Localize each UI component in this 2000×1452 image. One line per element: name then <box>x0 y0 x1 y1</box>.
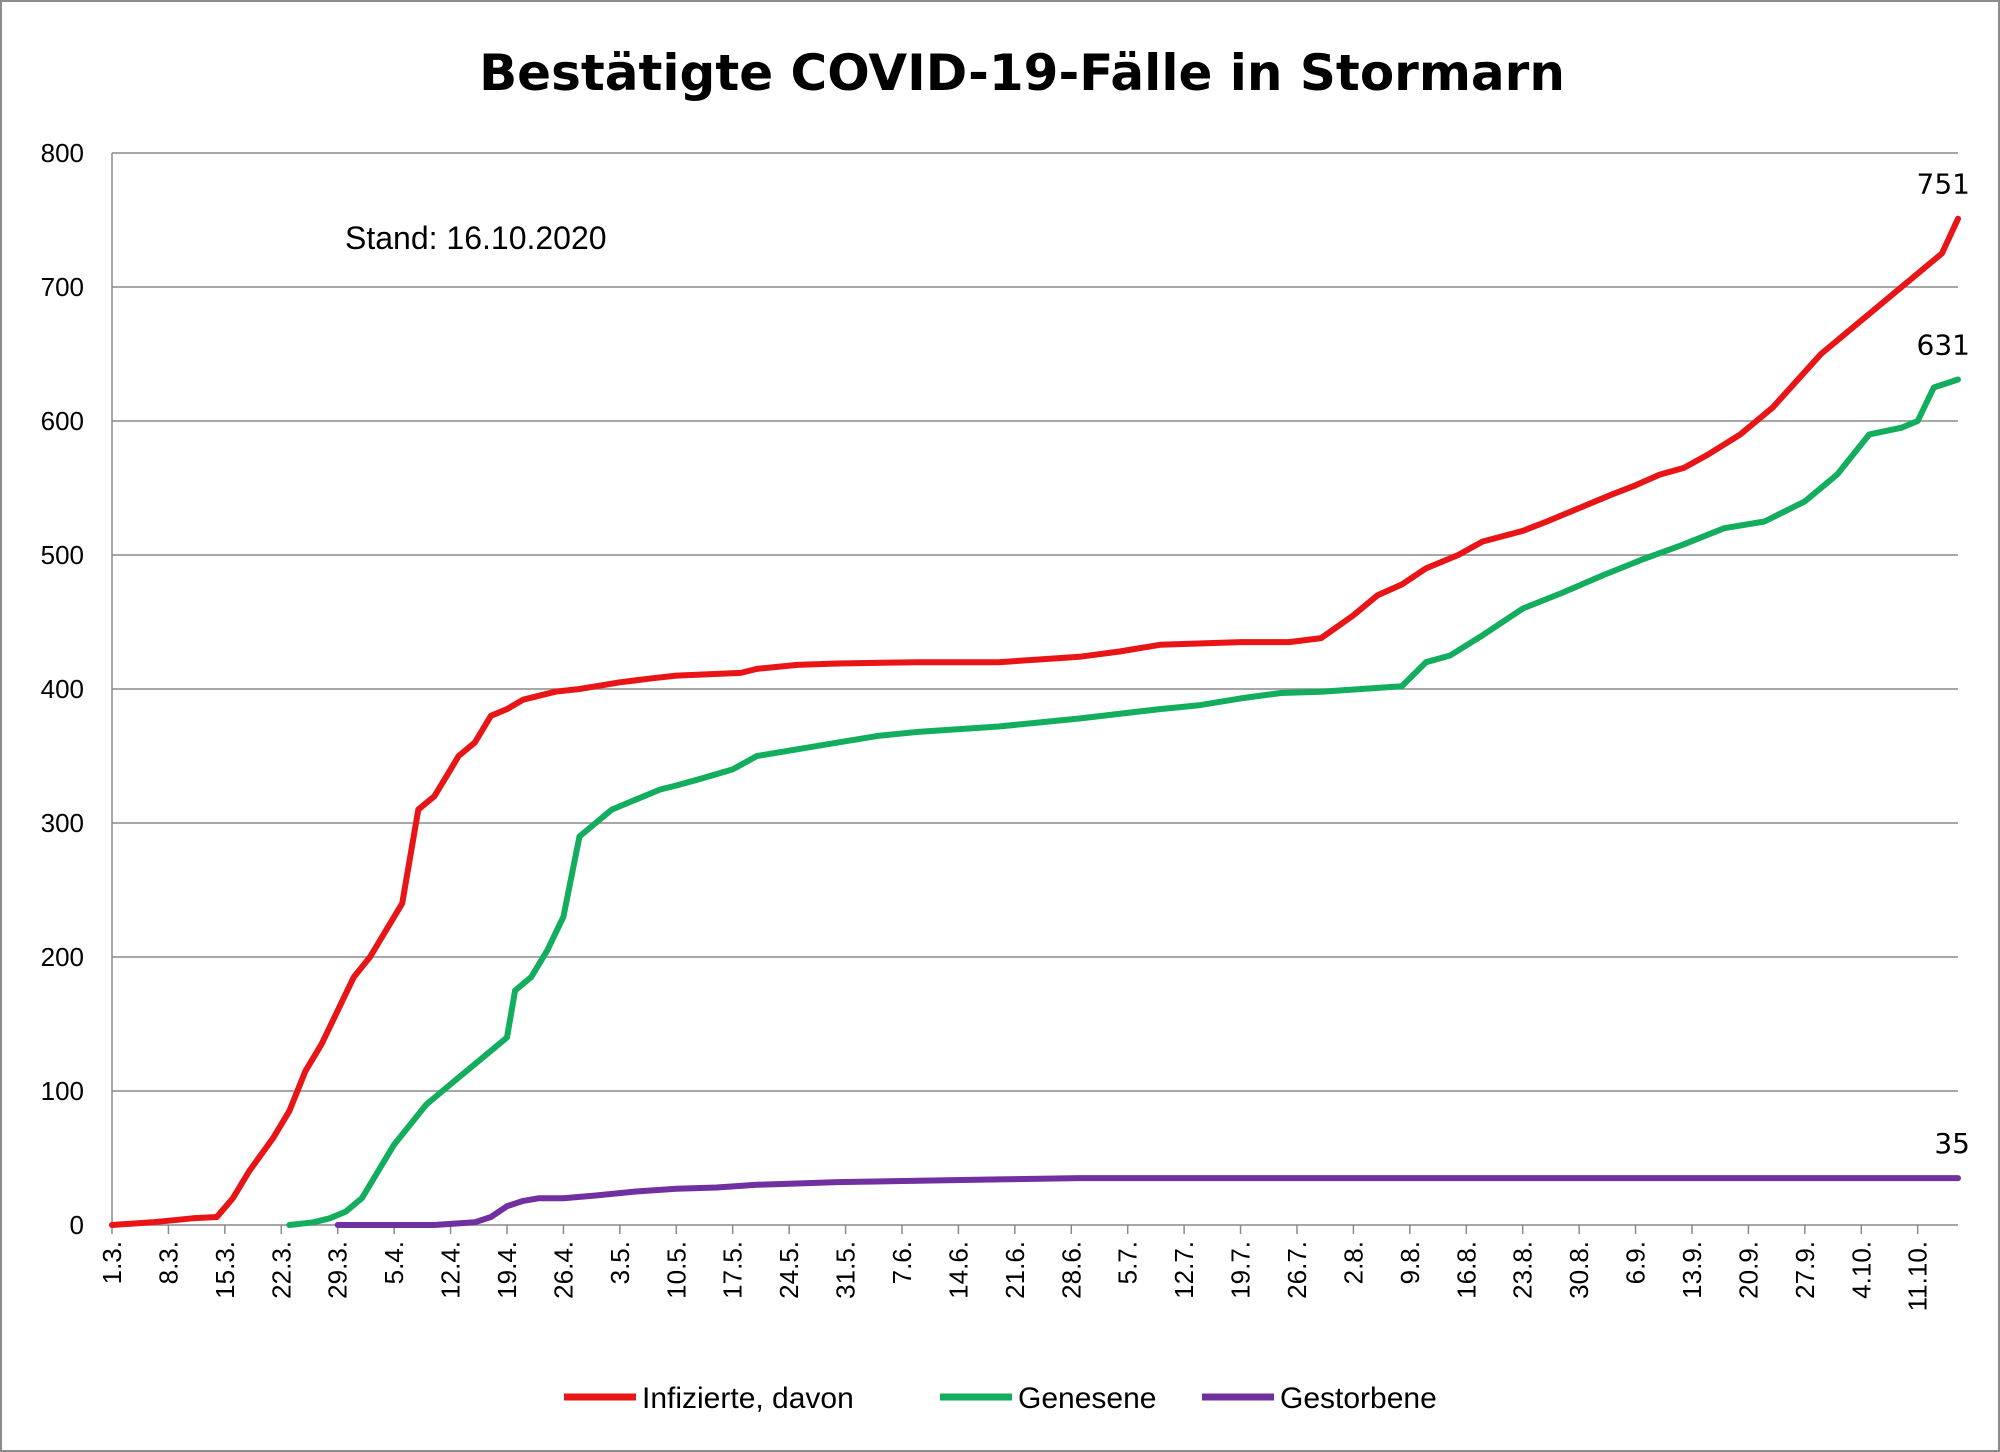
x-tick-label-24-5: 24.5. <box>774 1241 804 1299</box>
series-line-gestorbene <box>334 1175 1961 1228</box>
chart-title: Bestätigte COVID-19-Fälle in Stormarn <box>479 44 1565 102</box>
legend: Infizierte, davon Genesene Gestorbene <box>564 1382 1437 1415</box>
x-tick-label-4-10: 4.10. <box>1846 1241 1876 1299</box>
y-tick-label-600: 600 <box>41 406 84 436</box>
y-tick-label-500: 500 <box>41 540 84 570</box>
x-tick-label-15-3: 15.3. <box>210 1241 240 1299</box>
stand-date-annotation: Stand: 16.10.2020 <box>345 220 607 256</box>
axes <box>111 153 1958 1234</box>
y-tick-label-800: 800 <box>41 138 84 168</box>
gridlines <box>112 152 1958 1092</box>
legend-label-genesene: Genesene <box>1018 1382 1156 1415</box>
x-tick-label-10-5: 10.5. <box>661 1241 691 1299</box>
end-label-gestorbene: 35 <box>1934 1127 1970 1160</box>
x-tick-label-12-4: 12.4. <box>436 1241 466 1299</box>
x-tick-label-5-7: 5.7. <box>1113 1241 1143 1284</box>
x-axis-tick-labels: 1.3. 8.3. 15.3. 22.3. 29.3. 5.4. 12.4. 19.4. 26.… <box>97 1241 1933 1311</box>
x-tick-label-26-7: 26.7. <box>1282 1241 1312 1299</box>
y-tick-label-400: 400 <box>41 674 84 704</box>
x-tick-label-23-8: 23.8. <box>1508 1241 1538 1299</box>
data-series <box>109 215 1961 1228</box>
series-line-infizierte-davon <box>109 215 1961 1228</box>
end-label-genesene: 631 <box>1917 328 1970 361</box>
x-tick-label-2-8: 2.8. <box>1338 1241 1368 1284</box>
end-label-infizierte-davon: 751 <box>1917 168 1970 201</box>
x-tick-label-17-5: 17.5. <box>718 1241 748 1299</box>
x-tick-label-29-3: 29.3. <box>323 1241 353 1299</box>
series-line-genesene <box>286 376 1961 1228</box>
legend-label-gestorbene: Gestorbene <box>1280 1382 1437 1415</box>
x-tick-label-9-8: 9.8. <box>1395 1241 1425 1284</box>
x-tick-label-28-6: 28.6. <box>1056 1241 1086 1299</box>
y-tick-label-700: 700 <box>41 272 84 302</box>
x-tick-label-27-9: 27.9. <box>1790 1241 1820 1299</box>
x-tick-label-7-6: 7.6. <box>887 1241 917 1284</box>
x-tick-label-21-6: 21.6. <box>1000 1241 1030 1299</box>
x-tick-label-5-4: 5.4. <box>379 1241 409 1284</box>
x-tick-label-6-9: 6.9. <box>1621 1241 1651 1284</box>
end-value-labels: 751 631 35 <box>1917 168 1970 1160</box>
x-tick-label-19-7: 19.7. <box>1226 1241 1256 1299</box>
x-tick-label-31-5: 31.5. <box>831 1241 861 1299</box>
x-tick-label-12-7: 12.7. <box>1169 1241 1199 1299</box>
x-tick-label-8-3: 8.3. <box>153 1241 183 1284</box>
x-tick-label-20-9: 20.9. <box>1733 1241 1763 1299</box>
y-tick-label-100: 100 <box>41 1076 84 1106</box>
x-tick-label-14-6: 14.6. <box>943 1241 973 1299</box>
y-axis-tick-labels: 0 100 200 300 400 500 600 700 800 <box>41 138 84 1240</box>
x-tick-label-30-8: 30.8. <box>1564 1241 1594 1299</box>
y-tick-label-200: 200 <box>41 942 84 972</box>
x-tick-label-22-3: 22.3. <box>266 1241 296 1299</box>
x-tick-label-19-4: 19.4. <box>492 1241 522 1299</box>
x-tick-label-16-8: 16.8. <box>1451 1241 1481 1299</box>
x-tick-label-1-3: 1.3. <box>97 1241 127 1284</box>
y-tick-label-300: 300 <box>41 808 84 838</box>
x-tick-label-3-5: 3.5. <box>605 1241 635 1284</box>
y-tick-label-0: 0 <box>70 1210 84 1240</box>
x-tick-label-13-9: 13.9. <box>1677 1241 1707 1299</box>
legend-label-infizierte-davon: Infizierte, davon <box>642 1382 854 1415</box>
x-tick-label-11-10: 11.10. <box>1903 1241 1933 1311</box>
x-tick-label-26-4: 26.4. <box>548 1241 578 1299</box>
